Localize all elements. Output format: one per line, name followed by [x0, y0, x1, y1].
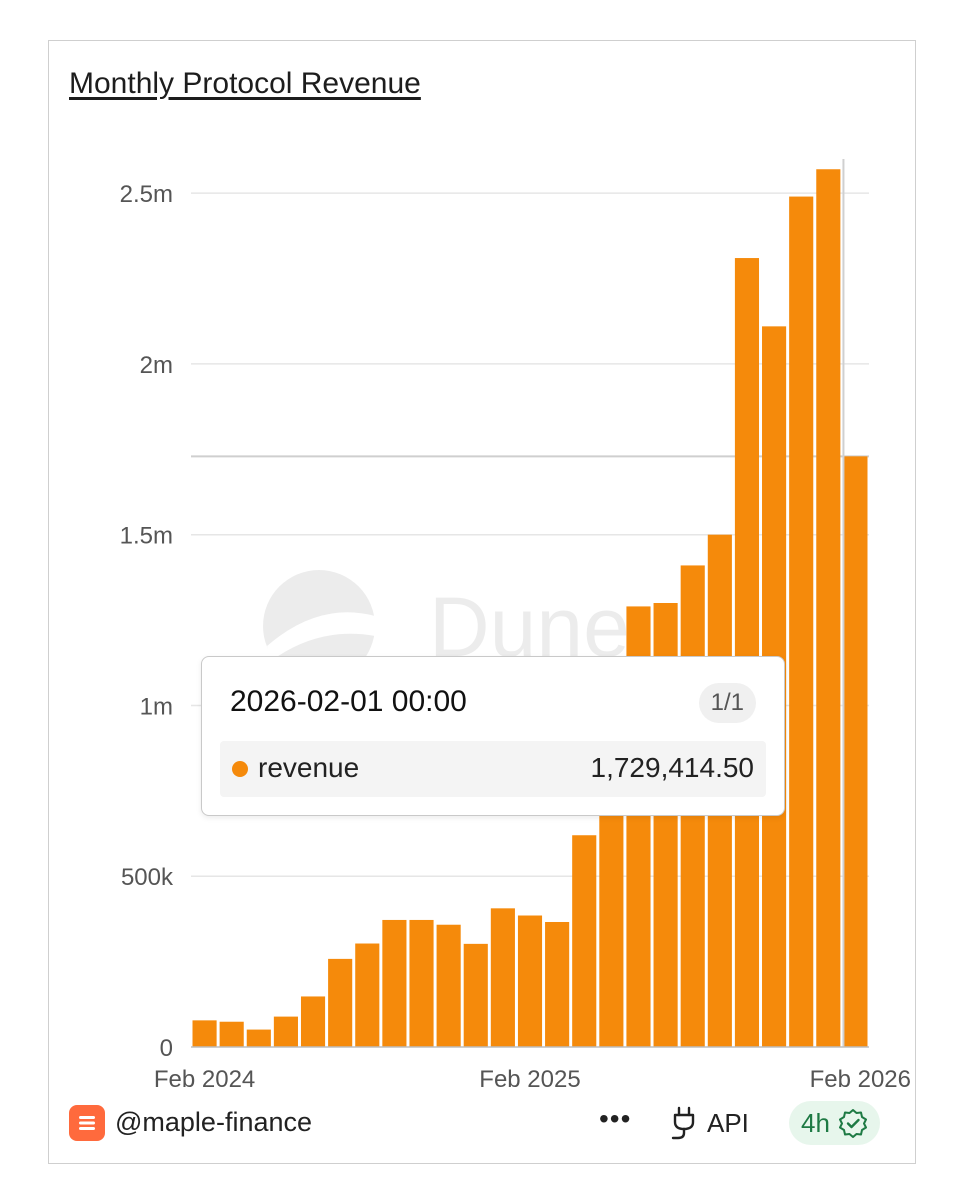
bar-2026-01[interactable]	[816, 169, 841, 1047]
bar-2024-05[interactable]	[273, 1016, 298, 1047]
bar-2026-02[interactable]	[843, 456, 868, 1047]
y-axis-labels: 0 500k 1m 1.5m 2m 2.5m	[120, 181, 174, 1062]
bar-2024-02[interactable]	[192, 1020, 217, 1047]
more-icon[interactable]: •••	[599, 1103, 632, 1134]
api-button[interactable]: API	[669, 1105, 749, 1141]
bar-2025-02[interactable]	[517, 915, 543, 1047]
y-tick-label: 2m	[140, 352, 173, 379]
watermark-logo-icon	[263, 570, 375, 682]
chart-card: Dune 0 500k 1m 1.5m 2m 2.5m Feb 2024 Feb 2025 F…	[48, 40, 916, 1164]
bar-2024-11[interactable]	[436, 924, 461, 1047]
x-tick-label: Feb 2025	[479, 1066, 580, 1093]
bar-2024-09[interactable]	[382, 919, 407, 1047]
x-tick-label: Feb 2026	[810, 1066, 911, 1093]
y-tick-label: 500k	[121, 864, 174, 891]
tooltip-series-name: revenue	[258, 752, 360, 783]
tooltip-date: 2026-02-01 00:00	[230, 685, 467, 718]
tooltip-page-indicator: 1/1	[698, 683, 756, 723]
creator-handle-link[interactable]: @maple-finance	[115, 1107, 313, 1137]
bar-2024-03[interactable]	[219, 1021, 244, 1047]
series-color-dot	[232, 761, 248, 777]
bar-2024-10[interactable]	[409, 919, 434, 1047]
bar-2025-10[interactable]	[734, 258, 760, 1047]
chart-tooltip: 2026-02-01 00:00 1/1 revenue 1,729,414.5…	[201, 656, 785, 816]
bar-2024-06[interactable]	[300, 996, 326, 1047]
bar-2024-12[interactable]	[463, 943, 488, 1047]
y-tick-label: 1m	[140, 693, 173, 720]
x-tick-label: Feb 2024	[154, 1066, 255, 1093]
bar-2025-03[interactable]	[545, 921, 570, 1047]
watermark-logo-swoosh	[267, 612, 375, 661]
y-tick-label: 1.5m	[120, 523, 173, 550]
y-tick-label: 0	[160, 1035, 173, 1062]
tooltip-value: 1,729,414.50	[590, 752, 755, 783]
y-tick-label: 2.5m	[120, 181, 173, 208]
bar-2025-01[interactable]	[490, 908, 515, 1047]
chart-title[interactable]: Monthly Protocol Revenue	[69, 67, 421, 100]
bar-2024-07[interactable]	[328, 958, 353, 1047]
verified-icon	[838, 1109, 867, 1138]
bar-2024-04[interactable]	[246, 1029, 271, 1047]
freshness-label: 4h	[801, 1107, 830, 1138]
x-axis-labels: Feb 2024 Feb 2025 Feb 2026	[154, 1066, 911, 1093]
api-label: API	[707, 1107, 749, 1138]
chart-footer: @maple-finance ••• API 4h	[49, 1101, 915, 1149]
bar-2025-12[interactable]	[789, 196, 814, 1048]
bar-2024-08[interactable]	[355, 943, 380, 1047]
bar-2025-04[interactable]	[572, 835, 597, 1047]
maple-logo-icon[interactable]	[69, 1105, 105, 1141]
freshness-badge[interactable]: 4h	[789, 1101, 880, 1145]
tooltip-row: revenue 1,729,414.50	[220, 741, 766, 797]
plug-icon	[671, 1106, 695, 1140]
